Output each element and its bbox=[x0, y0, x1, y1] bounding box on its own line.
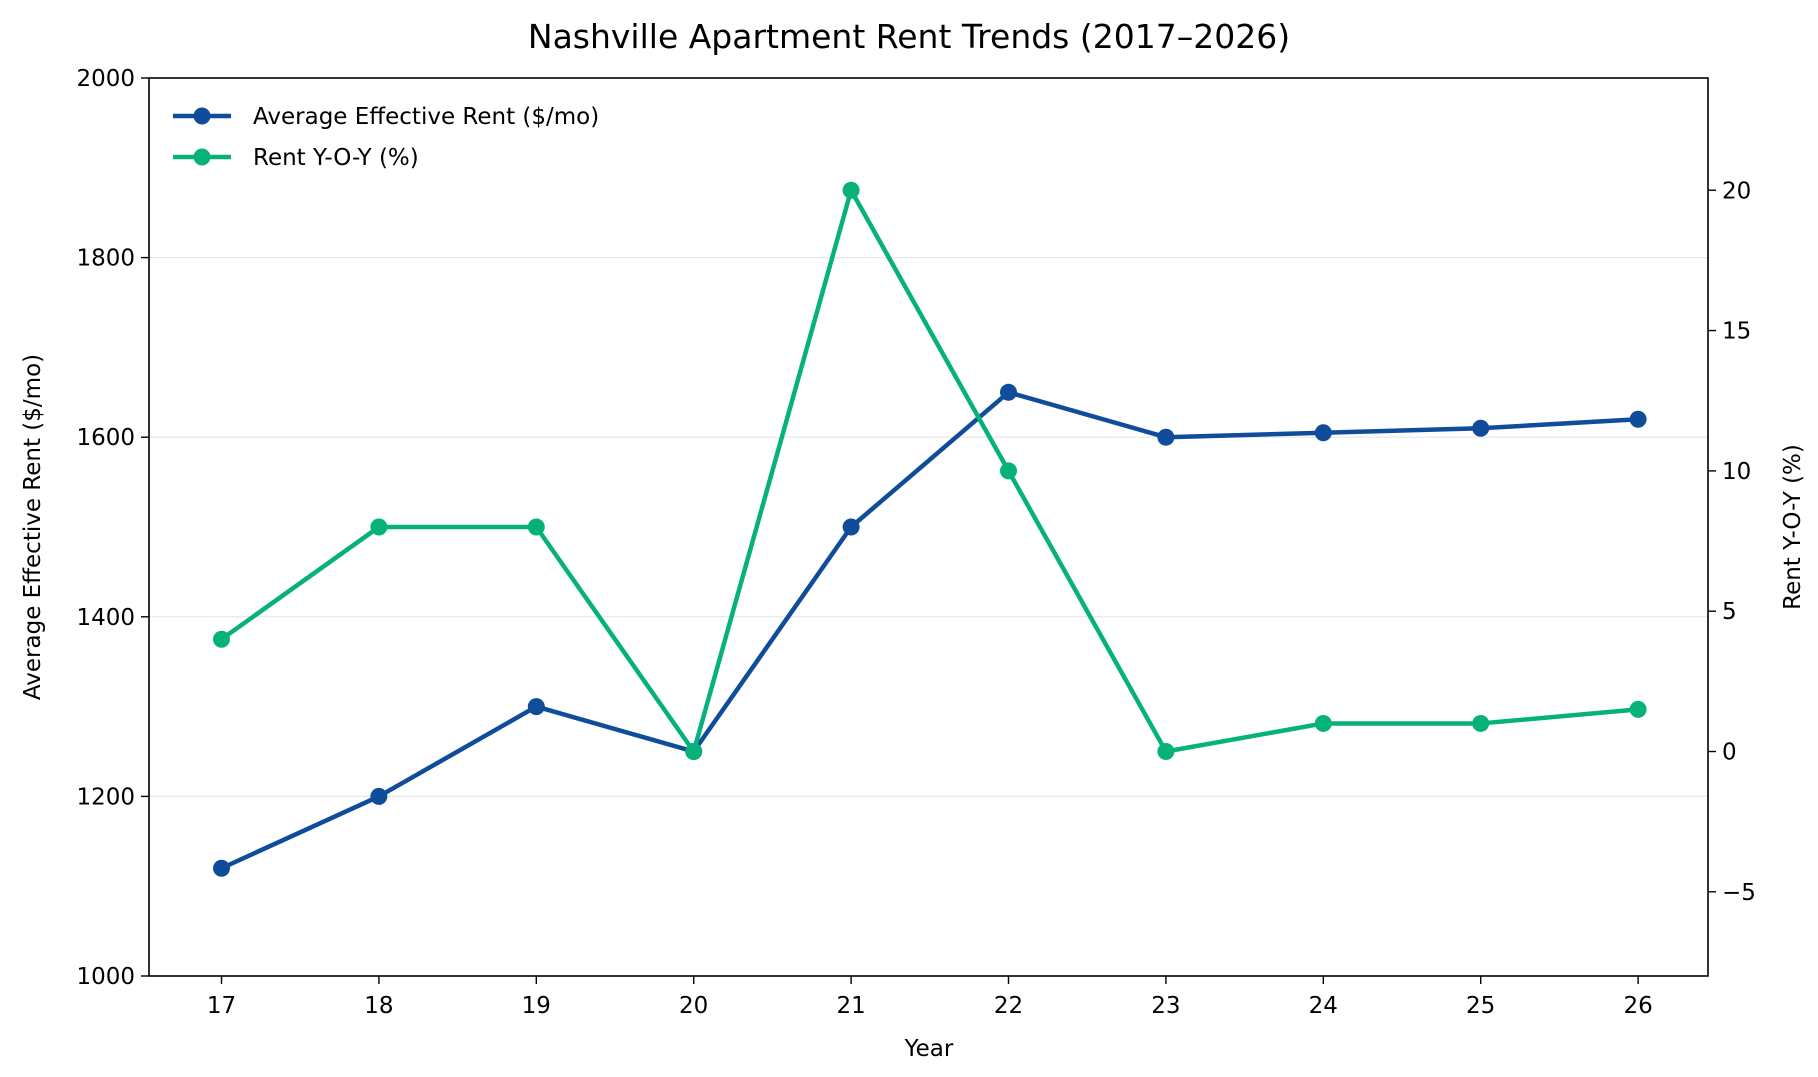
x-tick-label: 22 bbox=[994, 993, 1023, 1019]
x-tick-label: 25 bbox=[1466, 993, 1495, 1019]
data-point bbox=[1472, 714, 1490, 732]
data-point bbox=[213, 859, 230, 877]
x-axis-label: Year bbox=[904, 1036, 954, 1062]
data-point bbox=[370, 787, 388, 805]
y-tick-label: 1600 bbox=[76, 425, 135, 451]
data-point bbox=[1314, 424, 1332, 442]
data-point bbox=[1314, 714, 1332, 732]
y-right-tick-label: 10 bbox=[1722, 459, 1751, 485]
data-point bbox=[842, 518, 860, 536]
y-tick-label: 1400 bbox=[76, 605, 135, 631]
x-tick-label: 26 bbox=[1623, 993, 1652, 1019]
data-point bbox=[1000, 383, 1017, 401]
data-point bbox=[685, 743, 703, 760]
legend-label-rent: Average Effective Rent ($/mo) bbox=[253, 104, 599, 130]
data-point bbox=[370, 518, 388, 536]
x-tick-label: 17 bbox=[207, 993, 236, 1019]
legend: Average Effective Rent ($/mo) Rent Y-O-Y… bbox=[173, 104, 599, 171]
data-point bbox=[842, 181, 860, 199]
y-tick-label: 1800 bbox=[76, 246, 135, 272]
data-point bbox=[527, 518, 545, 536]
legend-item-rent: Average Effective Rent ($/mo) bbox=[173, 104, 599, 130]
gridlines bbox=[149, 257, 1708, 798]
chart-title: Nashville Apartment Rent Trends (2017–20… bbox=[528, 17, 1290, 56]
x-axis-ticks: 17 18 19 20 21 22 23 24 25 26 bbox=[207, 976, 1653, 1019]
y-right-tick-label: −5 bbox=[1722, 880, 1756, 906]
data-point bbox=[1157, 428, 1175, 446]
y-tick-label: 1200 bbox=[76, 784, 135, 810]
legend-label-yoy: Rent Y-O-Y (%) bbox=[253, 145, 419, 171]
x-tick-label: 20 bbox=[679, 993, 708, 1019]
x-tick-label: 21 bbox=[836, 993, 865, 1019]
legend-marker-rent-icon bbox=[193, 107, 211, 125]
plot-frame bbox=[148, 77, 1709, 977]
y-tick-label: 2000 bbox=[76, 66, 135, 92]
data-point bbox=[1472, 419, 1490, 437]
y-axis-left-ticks: 1000 1200 1400 1600 1800 2000 bbox=[76, 66, 149, 990]
y-right-tick-label: 20 bbox=[1722, 178, 1751, 204]
y-right-tick-label: 15 bbox=[1722, 319, 1751, 345]
series-yoy bbox=[213, 181, 1647, 760]
y-axis-right-label: Rent Y-O-Y (%) bbox=[1780, 444, 1806, 610]
y-axis-left-label: Average Effective Rent ($/mo) bbox=[20, 354, 46, 700]
data-point bbox=[1629, 410, 1647, 428]
data-point bbox=[213, 630, 230, 648]
y-axis-right-ticks: −5 0 5 10 15 20 bbox=[1708, 178, 1756, 906]
data-point bbox=[1000, 462, 1017, 480]
data-point bbox=[1629, 700, 1647, 718]
y-right-tick-label: 0 bbox=[1722, 740, 1737, 766]
legend-marker-yoy-icon bbox=[193, 148, 211, 166]
data-series bbox=[213, 181, 1647, 877]
x-tick-label: 18 bbox=[364, 993, 393, 1019]
y-right-tick-label: 5 bbox=[1722, 599, 1737, 625]
series-rent bbox=[213, 383, 1647, 877]
data-point bbox=[1157, 743, 1175, 760]
y-tick-label: 1000 bbox=[76, 964, 135, 990]
x-tick-label: 19 bbox=[522, 993, 551, 1019]
x-tick-label: 23 bbox=[1151, 993, 1180, 1019]
x-tick-label: 24 bbox=[1309, 993, 1338, 1019]
data-point bbox=[527, 698, 545, 716]
legend-item-yoy: Rent Y-O-Y (%) bbox=[173, 145, 419, 171]
